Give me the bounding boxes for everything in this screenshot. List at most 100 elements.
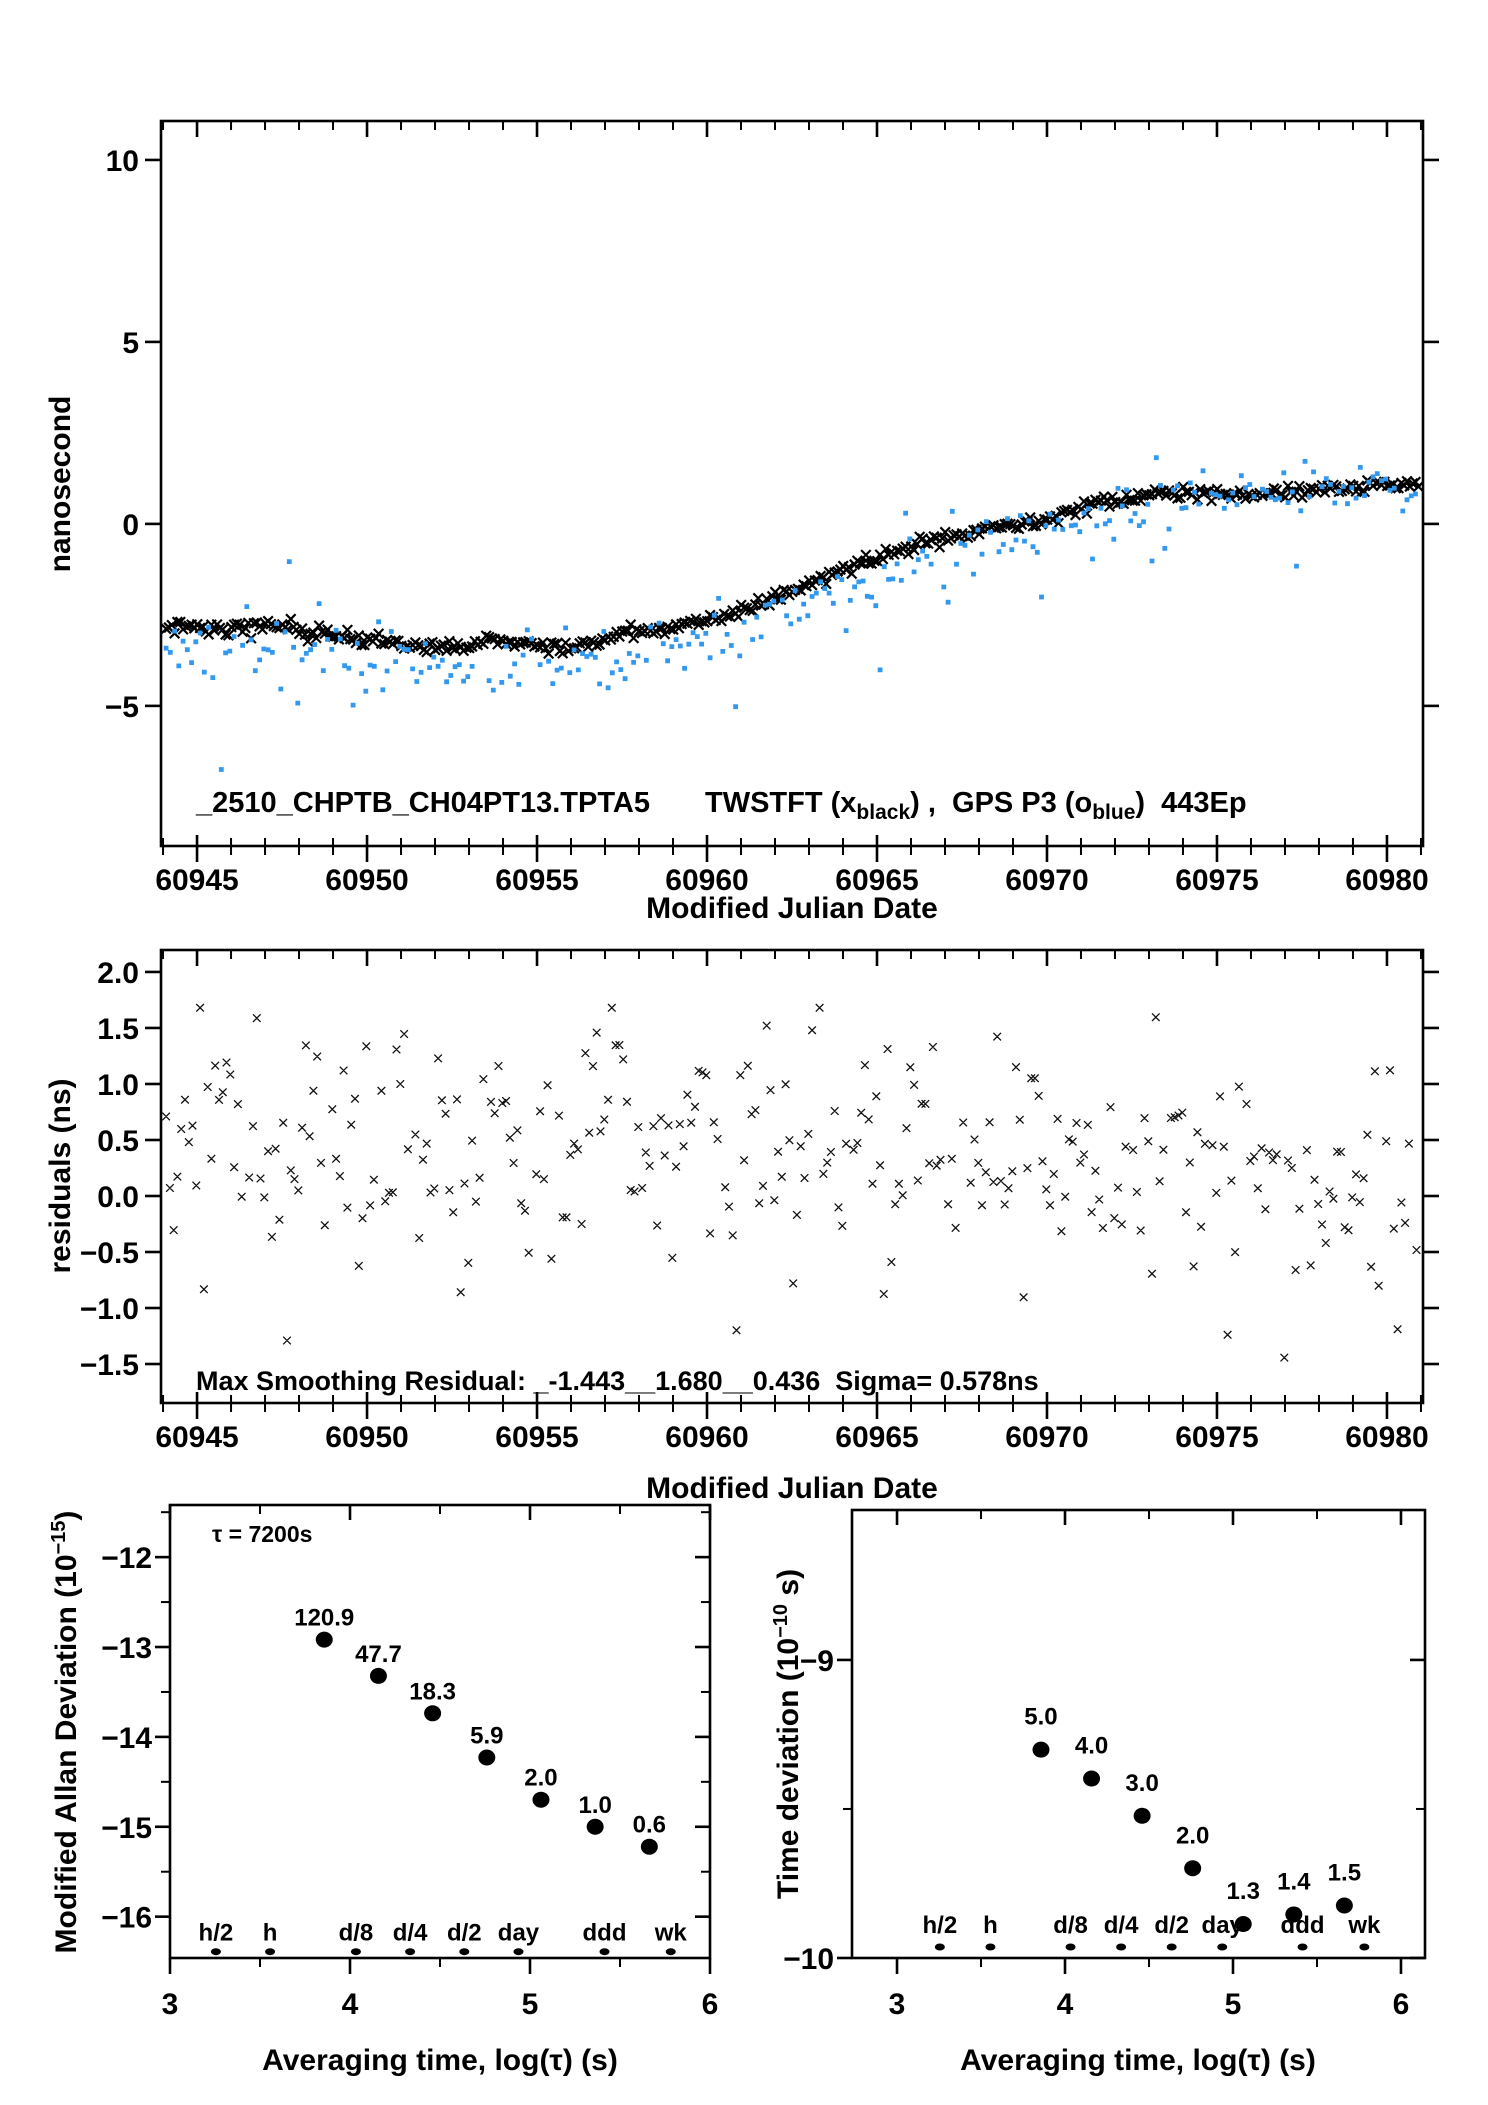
point-value-label: 5.9 [470, 1722, 503, 1749]
axis-marker-dot [265, 1948, 276, 1956]
data-dot [532, 1791, 550, 1808]
panel-frame-3 [850, 1508, 1427, 1960]
data-dot [1032, 1741, 1050, 1758]
svg-text:3: 3 [889, 1988, 906, 2021]
svg-text:5: 5 [522, 1988, 539, 2021]
averaging-interval-label: ddd [1281, 1912, 1325, 1939]
top-panel-legend: TWSTFT (xblack) , GPS P3 (oblue) 443Ep [705, 787, 1247, 824]
svg-text:60960: 60960 [665, 864, 748, 897]
svg-text:60980: 60980 [1345, 864, 1428, 897]
axis-marker-dot [1217, 1943, 1228, 1951]
panel-frame-0 [159, 119, 1425, 848]
svg-text:60955: 60955 [495, 1421, 578, 1454]
svg-text:6: 6 [1393, 1988, 1410, 2021]
mdev-xlabel: Averaging time, log(τ) (s) [262, 2044, 618, 2077]
svg-text:−10: −10 [783, 1943, 834, 1976]
scatter-markers [163, 455, 1418, 772]
axis-marker-dot [1166, 1943, 1177, 1951]
point-value-label: 1.3 [1227, 1878, 1260, 1905]
svg-text:60955: 60955 [495, 864, 578, 897]
mdev-tau-annotation: τ = 7200s [212, 1521, 312, 1547]
svg-text:60945: 60945 [155, 864, 238, 897]
data-dot [1285, 1906, 1303, 1923]
data-dot [1335, 1897, 1353, 1914]
point-value-label: 5.0 [1024, 1704, 1057, 1731]
svg-text:60980: 60980 [1345, 1421, 1428, 1454]
averaging-interval-label: h [263, 1920, 278, 1947]
svg-text:60970: 60970 [1005, 1421, 1088, 1454]
svg-text:−14: −14 [101, 1722, 152, 1755]
svg-text:0: 0 [122, 509, 139, 542]
data-dot [586, 1818, 604, 1835]
tdev-xlabel: Averaging time, log(τ) (s) [960, 2044, 1316, 2077]
point-value-label: 1.5 [1328, 1860, 1361, 1887]
axis-marker-dot [350, 1948, 361, 1956]
svg-text:−12: −12 [101, 1542, 152, 1575]
svg-text:5: 5 [1225, 1988, 1242, 2021]
svg-text:−15: −15 [101, 1812, 152, 1845]
data-dot [315, 1631, 333, 1648]
scatter-markers [160, 474, 1424, 660]
axis-marker-dot [210, 1948, 221, 1956]
panel-frame-2 [168, 1503, 712, 1960]
averaging-interval-label: day [498, 1920, 540, 1947]
svg-text:−1.0: −1.0 [80, 1293, 139, 1326]
averaging-interval-label: d/2 [1154, 1912, 1189, 1939]
svg-text:−13: −13 [101, 1632, 152, 1665]
axis-marker-dot [985, 1943, 996, 1951]
axis-marker-dot [1297, 1943, 1308, 1951]
svg-text:1.0: 1.0 [97, 1069, 139, 1102]
svg-text:−5: −5 [105, 691, 139, 724]
svg-text:0.5: 0.5 [97, 1125, 139, 1158]
top-panel-title: _2510_CHPTB_CH04PT13.TPTA5 [195, 787, 650, 819]
point-value-label: 3.0 [1125, 1770, 1158, 1797]
top-panel-xlabel: Modified Julian Date [646, 892, 938, 925]
point-value-label: 0.6 [633, 1812, 666, 1839]
svg-text:−1.5: −1.5 [80, 1349, 139, 1382]
svg-text:60950: 60950 [325, 864, 408, 897]
tdev-ylabel: Time deviation (10−10 s) [770, 1569, 805, 1899]
twstft-series [160, 474, 1424, 660]
averaging-interval-label: d/2 [447, 1920, 482, 1947]
svg-text:60970: 60970 [1005, 864, 1088, 897]
averaging-interval-label: h [983, 1912, 998, 1939]
data-dot [1234, 1916, 1252, 1933]
averaging-interval-label: d/8 [339, 1920, 374, 1947]
point-value-label: 120.9 [294, 1605, 354, 1632]
svg-text:6: 6 [702, 1988, 719, 2021]
svg-text:3: 3 [162, 1988, 179, 2021]
svg-text:60960: 60960 [665, 1421, 748, 1454]
axis-marker-dot [1116, 1943, 1127, 1951]
averaging-interval-label: h/2 [199, 1920, 234, 1947]
svg-text:60945: 60945 [155, 1421, 238, 1454]
axis-marker-dot [513, 1948, 524, 1956]
svg-text:60965: 60965 [835, 1421, 918, 1454]
red-value-labels: 120.947.7 18.3 5.9 2.0 1.0 0.6 h/2 h d/8 d/4 d/2 da… [199, 1605, 1381, 1947]
residuals-series [161, 1003, 1421, 1362]
data-dot [424, 1705, 442, 1722]
svg-text:2.0: 2.0 [97, 957, 139, 990]
svg-text:−16: −16 [101, 1902, 152, 1935]
labeled-data-points [210, 1631, 1370, 1956]
mdev-points [210, 1631, 676, 1956]
scatter-markers [161, 1003, 1421, 1362]
averaging-interval-label: ddd [583, 1920, 627, 1947]
svg-text:60975: 60975 [1175, 864, 1258, 897]
averaging-interval-label: d/4 [1104, 1912, 1139, 1939]
averaging-interval-label: wk [654, 1920, 688, 1947]
averaging-interval-label: day [1202, 1912, 1244, 1939]
point-value-label: 47.7 [355, 1641, 402, 1668]
svg-text:4: 4 [1057, 1988, 1074, 2021]
data-dot [1083, 1770, 1101, 1787]
residuals-xlabel: Modified Julian Date [646, 1472, 938, 1505]
data-series [160, 455, 1424, 1362]
averaging-interval-label: h/2 [923, 1912, 958, 1939]
svg-text:60950: 60950 [325, 1421, 408, 1454]
data-dot [369, 1667, 387, 1684]
top-panel-ylabel: nanosecond [44, 396, 77, 573]
svg-text:−0.5: −0.5 [80, 1237, 139, 1270]
svg-text:10: 10 [106, 145, 139, 178]
svg-text:60975: 60975 [1175, 1421, 1258, 1454]
mdev-ylabel: Modified Allan Deviation (10−15) [48, 1511, 83, 1954]
svg-text:−9: −9 [800, 1645, 834, 1678]
